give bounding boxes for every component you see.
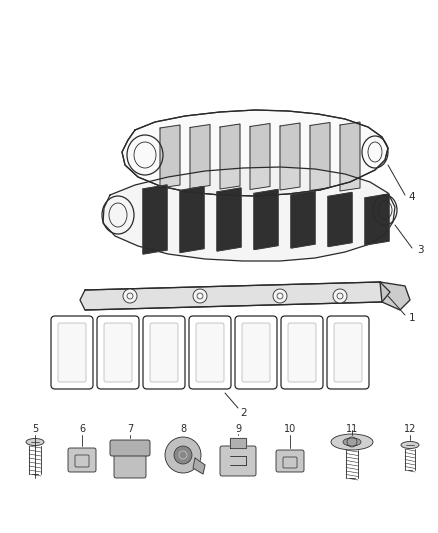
Text: 10: 10 [284,424,296,434]
FancyBboxPatch shape [110,440,150,456]
FancyBboxPatch shape [114,450,146,478]
Polygon shape [193,458,205,474]
Text: 2: 2 [241,408,247,418]
Text: 6: 6 [79,424,85,434]
FancyBboxPatch shape [288,323,316,382]
Text: 11: 11 [346,424,358,434]
Polygon shape [254,190,278,249]
Polygon shape [291,191,315,248]
FancyBboxPatch shape [150,323,178,382]
Polygon shape [328,192,352,246]
Polygon shape [80,282,390,310]
Polygon shape [280,123,300,190]
Circle shape [123,289,137,303]
Polygon shape [220,124,240,189]
Text: 5: 5 [32,424,38,434]
Text: 4: 4 [409,192,415,202]
Circle shape [333,289,347,303]
Text: 1: 1 [409,313,415,323]
FancyBboxPatch shape [220,446,256,476]
Circle shape [174,446,192,464]
Polygon shape [103,167,395,261]
Text: 9: 9 [235,424,241,434]
FancyBboxPatch shape [68,448,96,472]
Text: 12: 12 [404,424,416,434]
Ellipse shape [343,438,361,446]
FancyBboxPatch shape [334,323,362,382]
Polygon shape [143,185,167,254]
Polygon shape [230,438,246,448]
FancyBboxPatch shape [196,323,224,382]
FancyBboxPatch shape [242,323,270,382]
Polygon shape [217,188,241,251]
Text: 8: 8 [180,424,186,434]
Polygon shape [365,194,389,245]
Circle shape [193,289,207,303]
Polygon shape [340,122,360,191]
FancyBboxPatch shape [104,323,132,382]
Polygon shape [310,123,330,190]
Circle shape [165,437,201,473]
Polygon shape [122,110,388,196]
Text: 7: 7 [127,424,133,434]
FancyBboxPatch shape [276,450,304,472]
Polygon shape [380,282,410,310]
Ellipse shape [26,439,44,446]
FancyBboxPatch shape [58,323,86,382]
Polygon shape [250,124,270,190]
Polygon shape [190,125,210,189]
Ellipse shape [331,434,373,450]
Circle shape [273,289,287,303]
Polygon shape [180,187,204,253]
Text: 3: 3 [417,245,423,255]
Ellipse shape [401,441,419,448]
Polygon shape [160,125,180,188]
